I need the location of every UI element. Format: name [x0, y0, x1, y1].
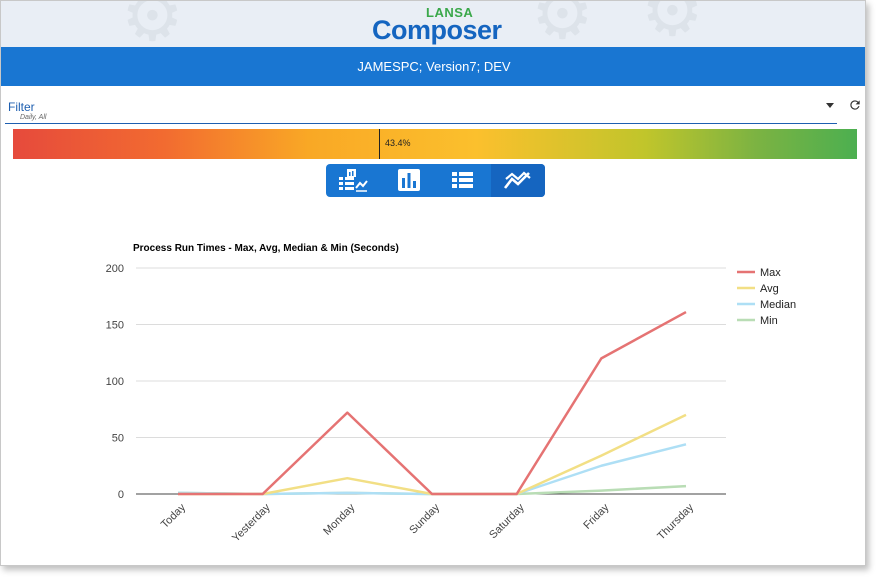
- line-chart-icon: [503, 171, 531, 189]
- filter-label: Filter: [8, 100, 35, 114]
- filter-dropdown[interactable]: Filter Daily, All: [5, 94, 837, 124]
- y-tick-label: 200: [106, 263, 124, 275]
- list-icon: [452, 172, 473, 188]
- chart-title: Process Run Times - Max, Avg, Median & M…: [133, 243, 399, 254]
- header-bar: ⚙ ⚙ ⚙ LANSA Composer: [1, 0, 865, 53]
- server-info-bar: JAMESPC; Version7; DEV: [1, 47, 865, 86]
- chevron-down-icon[interactable]: [826, 103, 834, 108]
- filter-subtitle: Daily, All: [20, 114, 47, 121]
- refresh-icon: [850, 100, 860, 110]
- x-tick-label: Saturday: [487, 501, 527, 541]
- legend-label-median: Median: [760, 299, 796, 311]
- gear-decoration-icon: ⚙: [531, 0, 594, 53]
- x-tick-label: Yesterday: [230, 501, 273, 544]
- list-view-button[interactable]: [436, 164, 491, 197]
- x-tick-label: Friday: [581, 501, 611, 531]
- success-rate-bar: 43.4%: [13, 129, 857, 159]
- server-info-text: JAMESPC; Version7; DEV: [357, 59, 511, 74]
- x-tick-label: Today: [159, 501, 189, 531]
- gear-decoration-icon: ⚙: [121, 0, 184, 55]
- view-toggle-group: [326, 164, 545, 197]
- logo-lansa-text: LANSA: [426, 5, 474, 20]
- legend-label-max: Max: [760, 267, 781, 279]
- progress-marker: [379, 129, 380, 159]
- bar-chart-view-button[interactable]: [381, 164, 436, 197]
- progress-label: 43.4%: [385, 138, 411, 148]
- summary-view-button[interactable]: [326, 164, 381, 197]
- legend-label-avg: Avg: [760, 283, 779, 295]
- legend-label-min: Min: [760, 315, 778, 327]
- y-tick-label: 100: [106, 376, 124, 388]
- series-line-max: [178, 310, 687, 496]
- gear-decoration-icon: ⚙: [641, 0, 704, 50]
- bar-chart-icon: [398, 169, 420, 191]
- x-tick-label: Thursday: [655, 501, 696, 542]
- summary-icon: [339, 169, 368, 192]
- y-tick-label: 50: [112, 433, 124, 445]
- y-tick-label: 0: [118, 489, 124, 501]
- refresh-button[interactable]: [847, 98, 863, 114]
- x-tick-label: Sunday: [407, 501, 442, 536]
- series-line-avg: [178, 413, 687, 496]
- x-tick-label: Monday: [321, 501, 358, 538]
- line-chart-view-button[interactable]: [491, 164, 545, 197]
- y-tick-label: 150: [106, 320, 124, 332]
- run-times-chart: 0 50 100 150 200 Today Yesterday Monday Sunday S…: [106, 243, 796, 544]
- logo-composer-text: Composer: [372, 15, 502, 45]
- app-window: ⚙ ⚙ ⚙ LANSA Composer JAMESPC; Version7; …: [0, 0, 866, 566]
- lansa-composer-logo: LANSA Composer: [372, 5, 502, 45]
